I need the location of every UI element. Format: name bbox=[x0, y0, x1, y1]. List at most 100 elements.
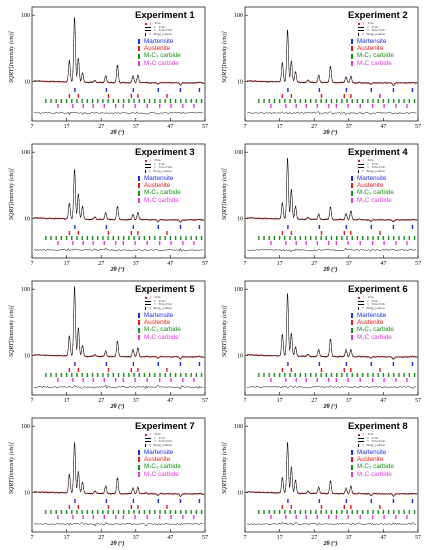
observed-point bbox=[267, 81, 269, 83]
observed-point bbox=[353, 219, 355, 221]
bragg-tick bbox=[143, 373, 146, 377]
observed-point bbox=[126, 82, 128, 84]
y-axis-label: SQRT[Intensity (cts)] bbox=[222, 305, 228, 357]
observed-point bbox=[405, 83, 407, 85]
phase-legend: Martensite Austenite M₇C₃ carbide M₃C carbi… bbox=[138, 38, 181, 67]
observed-point bbox=[172, 220, 174, 221]
observed-point bbox=[53, 355, 55, 357]
observed-point bbox=[411, 493, 413, 495]
bragg-tick bbox=[335, 104, 338, 108]
observed-point bbox=[108, 356, 110, 358]
bragg-tick bbox=[413, 373, 416, 377]
series-legend-label: Bragg_position bbox=[366, 168, 386, 173]
observed-point bbox=[182, 355, 184, 357]
observed-point bbox=[56, 354, 58, 356]
observed-point bbox=[86, 82, 88, 84]
observed-point bbox=[189, 219, 191, 220]
observed-point bbox=[372, 218, 374, 220]
bragg-tick bbox=[361, 373, 364, 377]
bragg-tick bbox=[195, 510, 198, 514]
series-legend-number: 1 bbox=[150, 295, 152, 299]
observed-point bbox=[381, 82, 383, 84]
observed-point bbox=[278, 81, 280, 82]
x-tick-label: 47 bbox=[380, 261, 386, 267]
series-legend-number: 3 bbox=[367, 165, 369, 170]
phase-legend-entry: M₃C carbide bbox=[351, 334, 394, 341]
bragg-tick bbox=[273, 373, 276, 377]
observed-point bbox=[340, 218, 342, 220]
observed-point bbox=[401, 493, 403, 494]
plot-frame bbox=[31, 417, 206, 533]
observed-point bbox=[89, 219, 91, 221]
observed-point bbox=[411, 356, 412, 358]
observed-point bbox=[125, 219, 127, 221]
bragg-tick bbox=[294, 373, 296, 377]
bragg-tick bbox=[395, 515, 397, 519]
phase-legend: Martensite Austenite M₇C₃ carbide M₃C carbi… bbox=[138, 449, 181, 478]
observed-point bbox=[130, 356, 132, 358]
bragg-tick bbox=[180, 236, 182, 240]
observed-point bbox=[55, 217, 57, 219]
phase-legend-label: Martensite bbox=[357, 312, 387, 319]
x-tick-label: 17 bbox=[64, 535, 70, 541]
series-legend-label: Bragg_position bbox=[153, 442, 173, 447]
bragg-tick bbox=[383, 378, 385, 382]
observed-point bbox=[298, 219, 300, 221]
observed-point bbox=[60, 217, 62, 219]
bragg-tick bbox=[263, 510, 265, 514]
bragg-tick bbox=[382, 99, 385, 103]
observed-point bbox=[368, 493, 370, 494]
observed-point bbox=[412, 356, 414, 358]
observed-point bbox=[59, 492, 61, 494]
series-legend-marker bbox=[145, 26, 151, 28]
series-legend-marker bbox=[145, 304, 151, 306]
observed-point bbox=[109, 356, 111, 358]
observed-point bbox=[163, 493, 164, 494]
bragg-tick bbox=[268, 236, 270, 240]
bragg-tick bbox=[392, 225, 395, 229]
series-legend-marker bbox=[145, 307, 146, 311]
observed-point bbox=[318, 213, 320, 215]
observed-point bbox=[105, 211, 107, 213]
observed-point bbox=[360, 82, 362, 84]
observed-point bbox=[52, 491, 54, 493]
observed-point bbox=[403, 219, 405, 221]
phase-legend-entry: M₃C carbide bbox=[138, 334, 181, 341]
bragg-tick bbox=[310, 373, 312, 377]
x-tick-label: 17 bbox=[277, 535, 283, 541]
phase-legend-marker bbox=[351, 334, 353, 340]
observed-point bbox=[302, 355, 304, 357]
observed-point bbox=[97, 492, 99, 494]
series-legend-marker bbox=[358, 170, 359, 174]
observed-point bbox=[347, 493, 349, 495]
observed-point bbox=[388, 219, 390, 221]
observed-point bbox=[325, 356, 326, 358]
observed-point bbox=[199, 493, 201, 495]
observed-point bbox=[144, 492, 146, 494]
bragg-tick bbox=[112, 99, 115, 103]
observed-point bbox=[194, 82, 196, 84]
observed-point bbox=[172, 494, 174, 495]
x-tick-label: 57 bbox=[415, 398, 421, 404]
observed-point bbox=[92, 493, 94, 495]
bragg-tick bbox=[193, 104, 195, 108]
observed-point bbox=[166, 219, 167, 221]
x-tick-label: 47 bbox=[380, 124, 386, 130]
bragg-tick bbox=[345, 362, 348, 366]
bragg-tick bbox=[132, 362, 135, 366]
observed-point bbox=[190, 83, 192, 84]
observed-point bbox=[251, 217, 253, 219]
observed-point bbox=[53, 80, 55, 82]
observed-point bbox=[395, 83, 396, 85]
bragg-tick bbox=[148, 236, 151, 240]
plot-frame bbox=[244, 280, 419, 396]
observed-point bbox=[305, 218, 307, 220]
bragg-tick bbox=[295, 241, 297, 245]
observed-point bbox=[194, 219, 196, 221]
observed-point bbox=[57, 81, 59, 83]
observed-point bbox=[312, 355, 314, 357]
bragg-tick bbox=[284, 510, 286, 514]
bragg-tick bbox=[346, 99, 348, 103]
observed-point bbox=[198, 355, 200, 357]
